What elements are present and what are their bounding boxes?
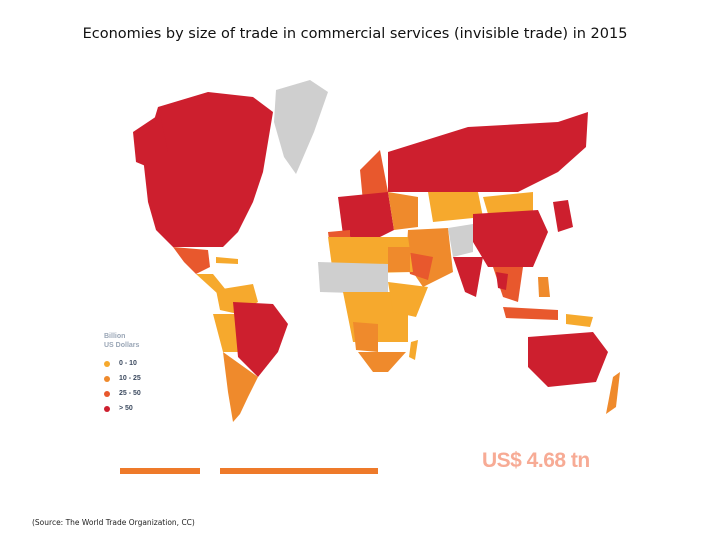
- legend-title-line1: Billion: [104, 333, 126, 340]
- region-central-asia: [448, 224, 473, 257]
- region-east-africa: [388, 282, 428, 317]
- region-brazil: [233, 302, 288, 377]
- region-alaska: [133, 114, 168, 167]
- map-legend: Billion US Dollars 0 - 10 10 - 25 25 - 50 >…: [104, 332, 141, 416]
- legend-swatch: [104, 375, 110, 382]
- legend-label: 25 - 50: [119, 390, 141, 397]
- region-india: [453, 257, 483, 297]
- region-central-america: [196, 274, 226, 294]
- legend-title-line2: US Dollars: [104, 342, 140, 349]
- legend-label: 10 - 25: [119, 375, 141, 382]
- region-philippines: [538, 277, 550, 297]
- region-australia: [528, 332, 608, 387]
- region-china: [473, 210, 548, 267]
- region-new-zealand: [606, 372, 620, 414]
- legend-item: > 50: [104, 401, 141, 416]
- total-value: US$ 4.68 tn: [482, 449, 590, 472]
- region-angola: [353, 322, 378, 352]
- region-caribbean: [216, 257, 238, 264]
- region-eastern-europe: [388, 192, 418, 230]
- legend-label: 0 - 10: [119, 360, 137, 367]
- source-note: (Source: The World Trade Organization, C…: [32, 518, 195, 527]
- legend-item: 25 - 50: [104, 386, 141, 401]
- region-argentina-chile: [223, 352, 258, 422]
- region-mexico: [173, 247, 210, 274]
- region-russia: [388, 112, 588, 192]
- legend-swatch: [104, 390, 110, 397]
- region-usa: [148, 202, 253, 247]
- region-south-africa: [358, 352, 406, 372]
- region-peru: [213, 314, 238, 352]
- region-madagascar: [409, 340, 418, 360]
- accent-bar: [120, 468, 378, 474]
- region-saudi-arabia: [406, 252, 433, 280]
- region-japan-korea: [553, 200, 573, 232]
- region-greenland: [274, 80, 328, 174]
- legend-label: > 50: [119, 405, 133, 412]
- legend-swatch: [104, 405, 110, 412]
- region-egypt: [388, 247, 410, 272]
- region-thailand: [496, 272, 508, 290]
- world-map: [133, 80, 620, 422]
- map-title: Economies by size of trade in commercial…: [82, 26, 628, 42]
- region-indonesia: [503, 307, 558, 320]
- region-western-europe: [338, 192, 394, 242]
- region-canada: [143, 92, 273, 202]
- legend-swatch: [104, 360, 110, 367]
- legend-item: 10 - 25: [104, 371, 141, 386]
- legend-item: 0 - 10: [104, 356, 141, 371]
- region-new-guinea: [566, 314, 593, 327]
- region-kazakhstan: [428, 192, 483, 222]
- region-mongolia: [483, 192, 533, 214]
- region-sahel: [318, 262, 388, 294]
